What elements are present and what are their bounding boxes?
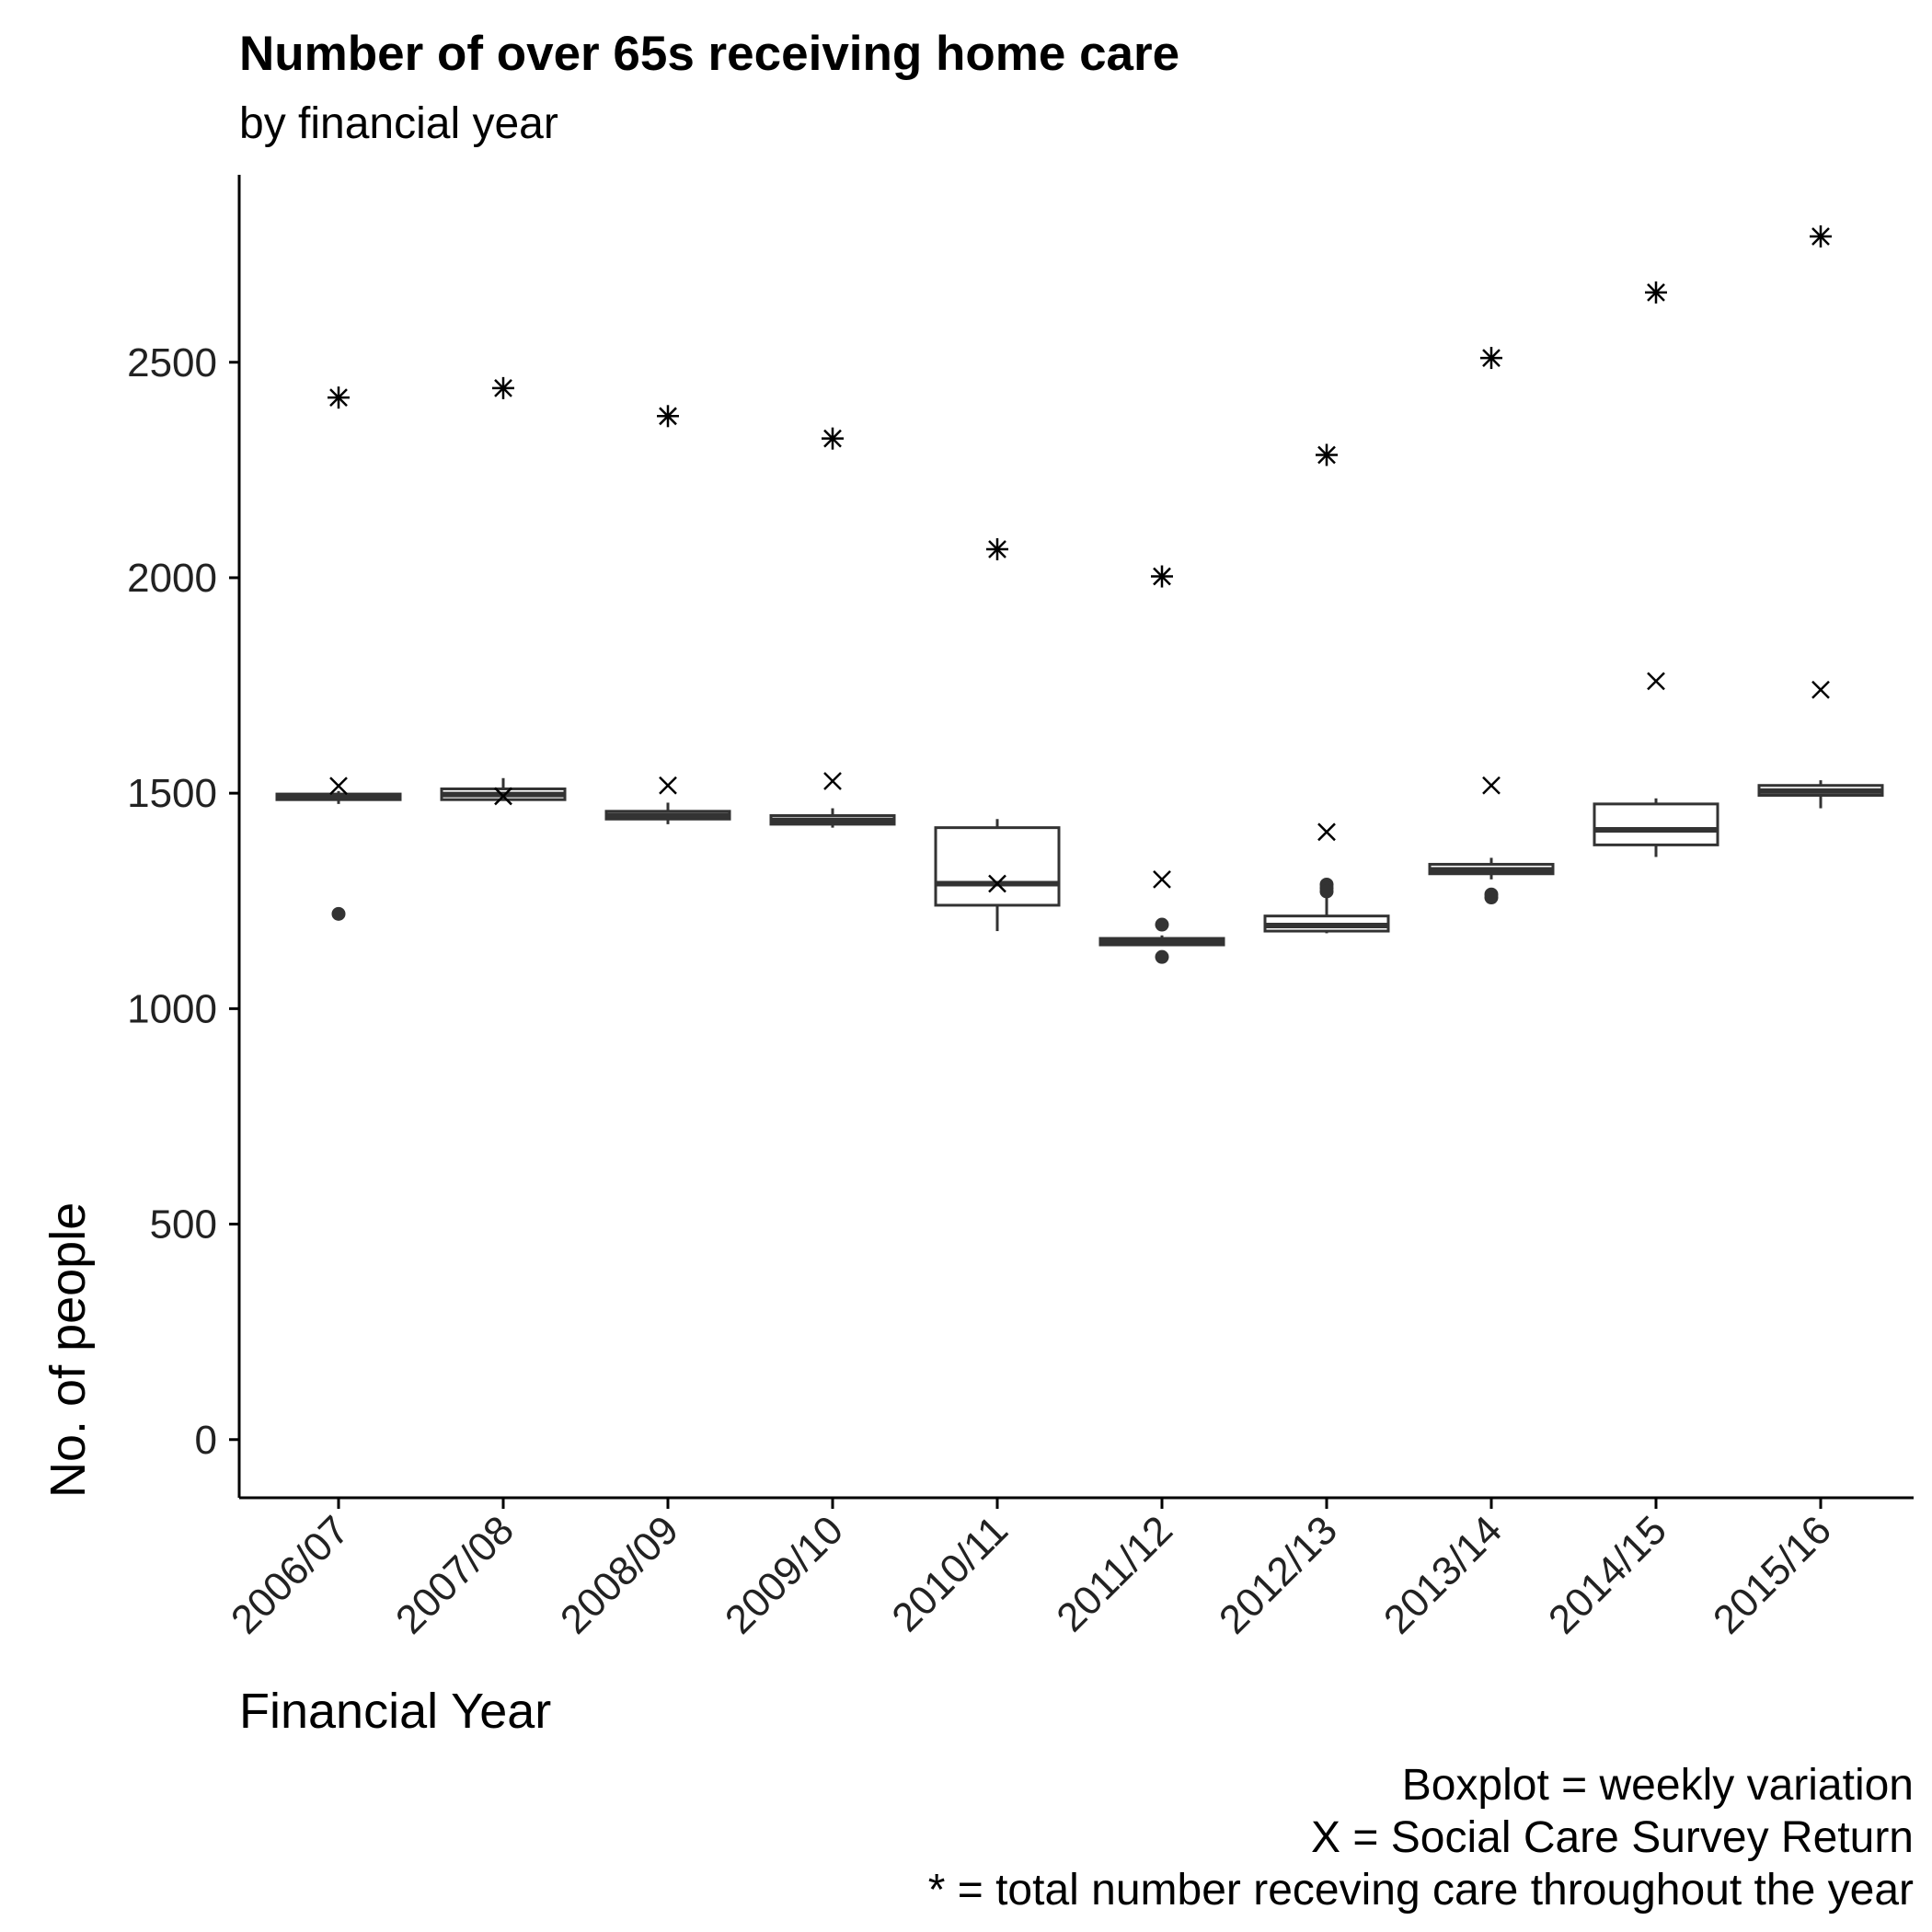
- total-throughout-year-marker: [1151, 565, 1173, 588]
- total-throughout-year-marker: [986, 538, 1008, 561]
- outlier-point: [1319, 884, 1334, 899]
- boxplot-2009-10: [769, 808, 896, 828]
- y-axis-title: No. of people: [40, 1202, 96, 1498]
- survey-return-marker: [329, 776, 348, 796]
- boxplot-2013-14: [1428, 857, 1555, 905]
- survey-return-marker: [1482, 776, 1501, 795]
- total-throughout-year-marker: [657, 405, 679, 428]
- boxplot-2007-08: [440, 777, 567, 801]
- total-throughout-year-marker: [1316, 443, 1338, 466]
- y-tick-label: 1000: [127, 986, 217, 1031]
- survey-return-marker: [823, 772, 842, 790]
- survey-return-marker: [659, 776, 677, 795]
- marker-stroke: [988, 874, 1006, 893]
- survey-return-marker: [988, 874, 1006, 893]
- marker-stroke: [1482, 776, 1501, 795]
- y-tick-label: 2000: [127, 556, 217, 601]
- caption-line-x-marker: X = Social Care Survey Return: [1311, 1813, 1914, 1862]
- total-throughout-year-marker: [1645, 281, 1667, 304]
- box-iqr: [934, 826, 1061, 907]
- boxplot-2006-07: [275, 790, 402, 921]
- marker-stroke: [1317, 822, 1336, 842]
- boxplot-2011-12: [1098, 917, 1225, 964]
- x-tick-label: 2008/09: [552, 1507, 687, 1642]
- x-tick-label: 2015/16: [1705, 1507, 1840, 1642]
- outlier-point: [1155, 949, 1169, 964]
- marker-stroke: [1647, 672, 1665, 691]
- marker-stroke: [1153, 869, 1171, 889]
- boxplot-2008-09: [604, 802, 731, 824]
- boxplot-2015-16: [1757, 780, 1884, 809]
- x-tick-label: 2010/11: [883, 1507, 1017, 1640]
- x-tick-label: 2013/14: [1375, 1507, 1511, 1642]
- boxplot-2012-13: [1263, 877, 1390, 934]
- marker-stroke: [823, 772, 842, 790]
- x-tick-label: 2006/07: [223, 1507, 358, 1642]
- x-tick-label: 2011/12: [1048, 1507, 1181, 1640]
- box-iqr: [1593, 802, 1719, 846]
- survey-return-marker: [1153, 869, 1171, 889]
- marker-stroke: [329, 776, 348, 796]
- marker-stroke: [659, 776, 677, 795]
- total-throughout-year-marker: [1810, 224, 1832, 247]
- total-throughout-year-marker: [492, 376, 514, 399]
- marker-stroke: [1811, 680, 1830, 699]
- caption-line-asterisk-marker: * = total number receving care throughou…: [928, 1866, 1914, 1915]
- outlier-point: [1484, 891, 1499, 905]
- marker-stroke: [494, 787, 512, 806]
- x-tick-label: 2009/10: [717, 1507, 852, 1642]
- x-tick-label: 2014/15: [1540, 1507, 1675, 1642]
- plot-area: 0 500 1000 1500 2000 2500 2006/07 2007/08 2008/0…: [127, 175, 1914, 1643]
- y-tick-label: 500: [150, 1202, 217, 1248]
- total-throughout-year-marker: [328, 386, 350, 409]
- outlier-point: [1155, 917, 1169, 932]
- survey-return-marker: [1317, 822, 1336, 842]
- outlier-point: [331, 906, 346, 921]
- survey-return-marker: [1647, 672, 1665, 691]
- total-throughout-year-marker: [822, 427, 844, 450]
- chart-title: Number of over 65s receiving home care: [239, 27, 1179, 81]
- survey-return-marker: [1811, 680, 1830, 699]
- boxplot-2010-11: [934, 819, 1061, 932]
- y-tick-label: 0: [195, 1418, 217, 1463]
- boxplot-2014-15: [1593, 798, 1719, 857]
- x-tick-label: 2012/13: [1211, 1507, 1346, 1642]
- survey-return-marker: [494, 787, 512, 806]
- x-axis-title: Financial Year: [239, 1684, 551, 1739]
- x-tick-label: 2007/08: [387, 1507, 523, 1642]
- y-tick-label: 1500: [127, 771, 217, 816]
- y-tick-label: 2500: [127, 340, 217, 385]
- total-throughout-year-marker: [1480, 347, 1502, 370]
- chart-subtitle: by financial year: [239, 99, 558, 148]
- caption-line-boxplot: Boxplot = weekly variation: [1402, 1761, 1914, 1810]
